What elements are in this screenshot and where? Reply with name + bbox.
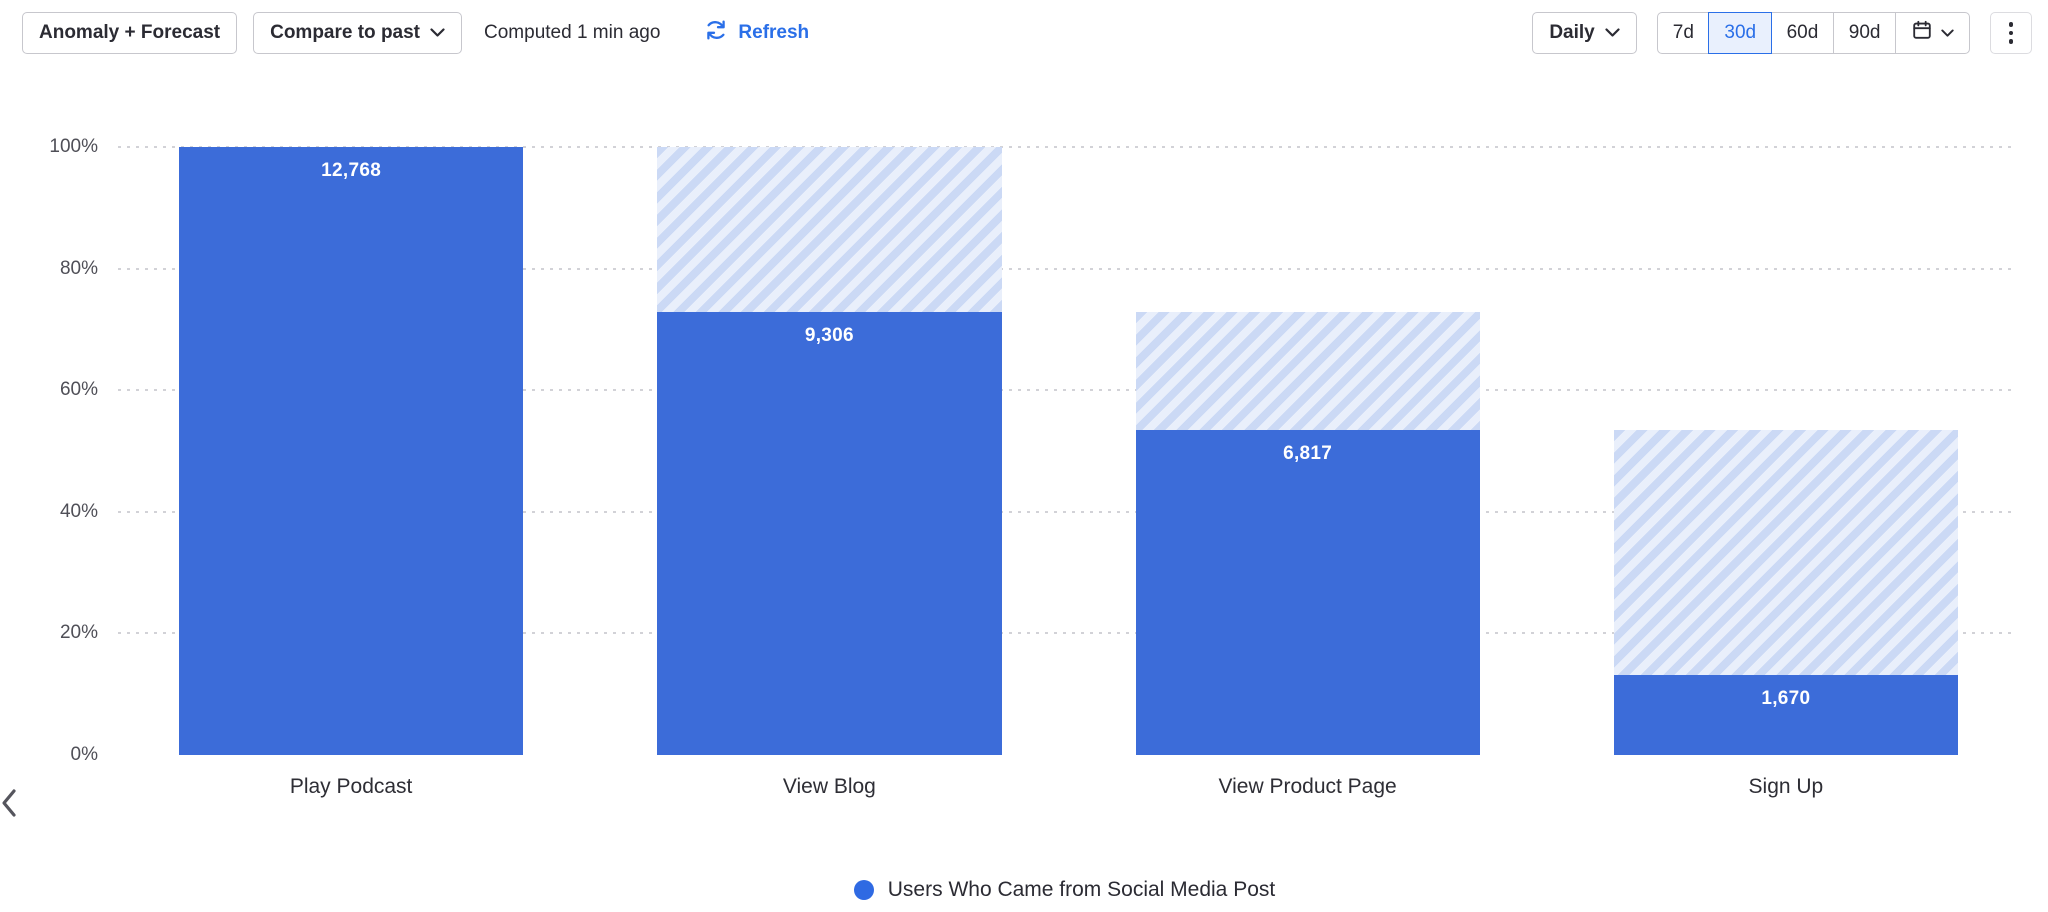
dropoff-hatch-segment [1135,311,1480,431]
range-button-30d[interactable]: 30d [1708,12,1773,54]
toolbar: Anomaly + Forecast Compare to past Compu… [22,11,2032,55]
x-axis-label-view-product-page: View Product Page [1218,775,1397,798]
range-button-7d[interactable]: 7d [1656,12,1710,54]
gridline [118,632,2011,635]
y-axis-tick: 0% [70,744,98,765]
converted-segment: 6,817 [1135,430,1480,755]
y-axis-tick: 40% [59,500,98,522]
range-button-group: 7d 30d 60d 90d [1656,12,1897,54]
refresh-label: Refresh [738,22,810,43]
calendar-picker-button[interactable] [1895,12,1970,54]
refresh-icon [704,18,728,48]
range-button-60d[interactable]: 60d [1770,12,1835,54]
bar-value-label: 9,306 [804,324,854,346]
anomaly-forecast-button[interactable]: Anomaly + Forecast [22,12,238,54]
calendar-icon [1911,19,1933,47]
legend-item[interactable]: Users Who Came from Social Media Post [853,878,1276,902]
converted-segment: 9,306 [657,311,1002,755]
converted-segment: 12,768 [179,147,524,755]
x-axis-label-view-blog: View Blog [782,775,876,798]
y-axis-tick: 80% [59,257,98,279]
interval-dropdown[interactable]: Daily [1532,12,1637,54]
funnel-bar-view-product-page[interactable]: 6,817 [1135,147,1480,755]
chart-legend: Users Who Came from Social Media Post [118,878,2011,902]
y-axis-tick: 60% [59,379,98,401]
y-axis-tick: 20% [59,622,98,644]
kebab-dot [2008,30,2014,36]
legend-dot-icon [853,880,874,900]
anomaly-forecast-label: Anomaly + Forecast [39,22,221,43]
x-axis-label-play-podcast: Play Podcast [289,775,413,798]
compare-to-past-dropdown[interactable]: Compare to past [253,12,463,54]
more-options-button[interactable] [1990,12,2032,54]
gridline [118,146,2011,148]
gridline [118,510,2011,513]
toolbar-right-group: Daily 7d 30d 60d 90d [1532,12,2032,54]
legend-label: Users Who Came from Social Media Post [887,878,1276,901]
kebab-dot [2008,39,2014,44]
funnel-bars: 12,768 9,306 6,817 1,670 [118,147,2011,755]
funnel-bar-view-blog[interactable]: 9,306 [657,147,1002,755]
y-axis-tick: 100% [49,136,98,157]
date-range-control: 7d 30d 60d 90d [1656,12,1970,54]
interval-label: Daily [1549,22,1595,43]
dropoff-hatch-segment [657,147,1002,312]
refresh-button[interactable]: Refresh [704,18,809,48]
panel-collapse-button[interactable] [0,772,26,838]
chevron-down-icon [1605,28,1620,38]
chevron-left-icon [0,788,18,823]
funnel-bar-sign-up[interactable]: 1,670 [1613,147,1958,755]
gridline [118,389,2011,392]
dropoff-hatch-segment [1613,430,1958,676]
funnel-bar-play-podcast[interactable]: 12,768 [179,147,524,755]
gridline [118,267,2011,270]
chevron-down-icon [1941,29,1954,38]
converted-segment: 1,670 [1613,675,1958,755]
computed-timestamp: Computed 1 min ago [484,22,661,43]
kebab-dot [2008,22,2014,27]
chevron-down-icon [430,28,445,38]
bar-value-label: 12,768 [321,160,382,181]
bar-value-label: 1,670 [1761,688,1811,710]
range-button-90d[interactable]: 90d [1832,12,1897,54]
y-axis: 0% 20% 40% 60% 80% 100% [0,136,98,765]
compare-to-past-label: Compare to past [270,22,421,43]
chart-plot-area: 12,768 9,306 6,817 1,670 [118,146,2011,755]
x-axis-labels: Play Podcast View Blog View Product Page Si… [118,775,2011,799]
x-axis-label-sign-up: Sign Up [1748,775,1824,798]
bar-value-label: 6,817 [1283,443,1333,465]
